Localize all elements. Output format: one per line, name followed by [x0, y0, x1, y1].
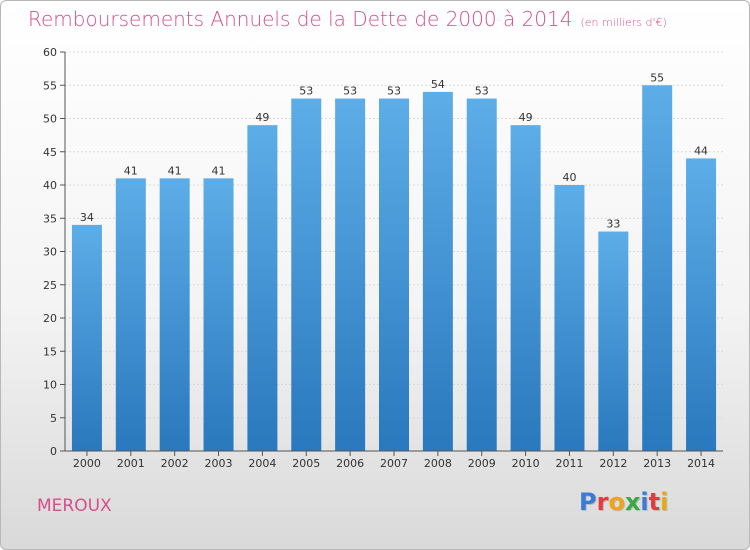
bar [291, 98, 322, 452]
bar-chart: 34 41 41 41 49 53 53 53 54 53 49 40 33 55 44 0 5 10 15 20 2… [43, 46, 723, 470]
y-tick-label: 30 [43, 246, 57, 259]
y-tick-label: 20 [43, 312, 57, 325]
logo-letter: i [640, 488, 649, 516]
bar [554, 185, 585, 451]
bar [422, 91, 453, 452]
bar [642, 85, 673, 451]
y-tick-label: 15 [43, 345, 57, 358]
x-tick-label: 2012 [599, 457, 627, 470]
bar [71, 224, 102, 451]
logo-letter: t [648, 488, 661, 516]
logo-letter: i [660, 488, 669, 516]
bar-value-label: 41 [124, 164, 138, 177]
bar-value-label: 54 [431, 78, 445, 91]
y-tick-label: 40 [43, 179, 57, 192]
logo-letter: x [624, 488, 641, 516]
x-tick-label: 2005 [292, 457, 320, 470]
logo-letter: P [579, 488, 597, 516]
bar [466, 98, 497, 452]
bar-value-label: 49 [519, 111, 533, 124]
bar [203, 178, 234, 451]
bar-value-label: 34 [80, 211, 94, 224]
chart-title: Remboursements Annuels de la Dette de 20… [28, 7, 667, 31]
axis-layer: 0 5 10 15 20 25 30 35 40 45 50 55 60 2000 2001 2002 2003… [43, 46, 723, 470]
bar-value-label: 55 [650, 71, 664, 84]
x-tick-label: 2013 [643, 457, 671, 470]
x-tick-label: 2011 [555, 457, 583, 470]
x-tick-label: 2000 [73, 457, 101, 470]
logo-letter: o [608, 488, 625, 516]
bar-value-label: 33 [606, 218, 620, 231]
bar-value-label: 40 [562, 171, 576, 184]
bars-layer: 34 41 41 41 49 53 53 53 54 53 49 40 33 55 44 [71, 71, 717, 452]
y-tick-label: 0 [50, 445, 57, 458]
proxiti-logo: Proxiti [579, 488, 668, 516]
bar [379, 98, 409, 452]
x-tick-label: 2010 [512, 457, 540, 470]
x-tick-label: 2004 [248, 457, 276, 470]
x-tick-label: 2001 [117, 457, 145, 470]
bar [686, 158, 717, 451]
bar-value-label: 53 [343, 85, 357, 98]
bar-value-label: 41 [212, 164, 226, 177]
y-tick-label: 50 [43, 113, 57, 126]
bar-value-label: 41 [168, 164, 182, 177]
y-tick-label: 10 [43, 379, 57, 392]
bar [159, 178, 190, 451]
bar-value-label: 49 [255, 111, 269, 124]
chart-title-text: Remboursements Annuels de la Dette de 20… [28, 7, 573, 31]
x-tick-label: 2014 [687, 457, 715, 470]
y-tick-label: 60 [43, 46, 57, 59]
y-tick-label: 55 [43, 79, 57, 92]
bar [510, 125, 541, 452]
chart-unit: (en milliers d'€) [580, 16, 667, 29]
x-tick-label: 2007 [380, 457, 408, 470]
y-tick-label: 45 [43, 146, 57, 159]
bar-value-label: 53 [475, 85, 489, 98]
y-tick-label: 35 [43, 212, 57, 225]
y-tick-label: 5 [50, 412, 57, 425]
bar [115, 178, 146, 451]
bar-value-label: 53 [299, 85, 313, 98]
x-tick-label: 2003 [205, 457, 233, 470]
x-tick-label: 2006 [336, 457, 364, 470]
bar [247, 125, 278, 452]
bar-value-label: 53 [387, 85, 401, 98]
bar [598, 231, 629, 451]
x-tick-label: 2009 [468, 457, 496, 470]
y-tick-label: 25 [43, 279, 57, 292]
bar [335, 98, 366, 452]
commune-name: MEROUX [37, 496, 112, 516]
x-tick-label: 2002 [161, 457, 189, 470]
bar-value-label: 44 [694, 144, 708, 157]
x-tick-label: 2008 [424, 457, 452, 470]
logo-letter: r [596, 488, 609, 516]
